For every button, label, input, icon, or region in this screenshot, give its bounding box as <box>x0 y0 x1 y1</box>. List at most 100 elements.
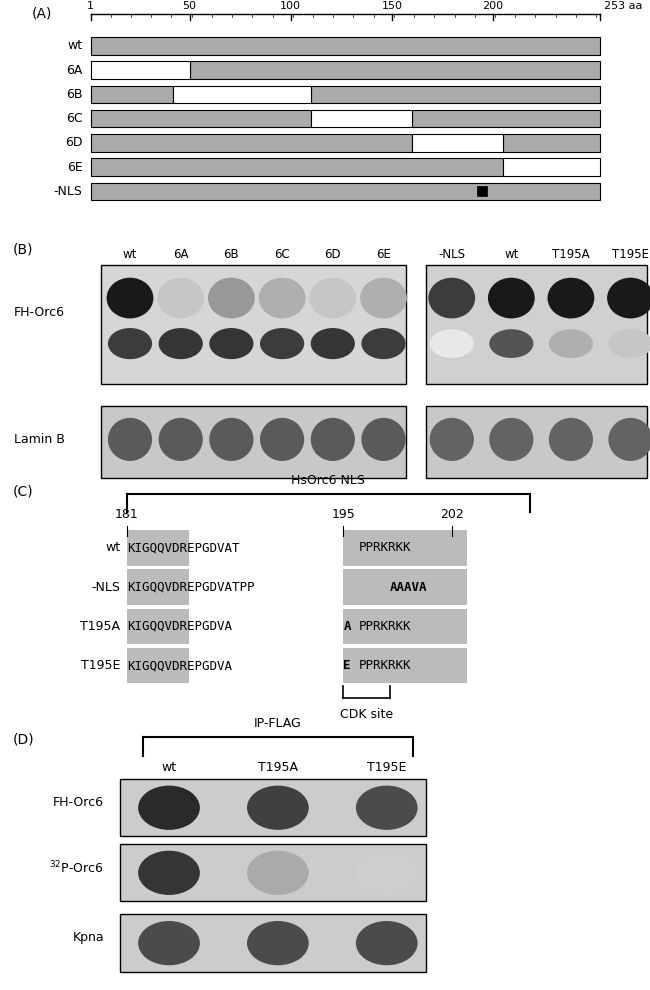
Bar <box>412 134 503 151</box>
Bar <box>190 61 600 79</box>
Text: 253 aa: 253 aa <box>604 1 643 11</box>
Bar <box>503 158 600 176</box>
Text: FH-Orc6: FH-Orc6 <box>14 306 65 319</box>
Text: T195E: T195E <box>81 659 120 672</box>
Text: KIGQQVDREPGDVA: KIGQQVDREPGDVA <box>127 620 232 633</box>
Bar <box>311 85 600 103</box>
Ellipse shape <box>260 328 304 359</box>
Bar <box>90 61 190 79</box>
Bar <box>127 647 188 683</box>
Text: -NLS: -NLS <box>92 580 120 594</box>
Ellipse shape <box>430 330 474 358</box>
Ellipse shape <box>361 418 406 461</box>
Text: PPRKRKK: PPRKRKK <box>359 542 411 554</box>
Ellipse shape <box>209 328 254 359</box>
Text: Kpna: Kpna <box>72 932 104 944</box>
Bar <box>90 158 503 176</box>
Text: (B): (B) <box>13 243 34 257</box>
Text: FH-Orc6: FH-Orc6 <box>53 796 104 809</box>
Text: 6C: 6C <box>274 248 290 260</box>
Ellipse shape <box>356 786 417 830</box>
Ellipse shape <box>608 418 650 461</box>
Bar <box>90 134 412 151</box>
Text: 202: 202 <box>440 509 463 522</box>
Ellipse shape <box>356 850 417 895</box>
Text: 6B: 6B <box>224 248 239 260</box>
Ellipse shape <box>107 278 153 319</box>
Text: HsOrc6 NLS: HsOrc6 NLS <box>291 474 365 487</box>
Bar <box>426 406 647 478</box>
Ellipse shape <box>430 418 474 461</box>
Text: -NLS: -NLS <box>53 185 83 198</box>
Ellipse shape <box>311 328 355 359</box>
Text: 6B: 6B <box>66 88 83 101</box>
Ellipse shape <box>428 278 475 319</box>
Text: $^{32}$P-Orc6: $^{32}$P-Orc6 <box>49 859 104 876</box>
Ellipse shape <box>209 418 254 461</box>
Text: CDK site: CDK site <box>340 708 393 721</box>
Text: KIGQQVDREPGDVA: KIGQQVDREPGDVA <box>127 659 232 672</box>
Text: 6E: 6E <box>67 160 83 173</box>
Ellipse shape <box>157 278 204 319</box>
Ellipse shape <box>159 328 203 359</box>
Text: Lamin B: Lamin B <box>14 433 65 446</box>
Ellipse shape <box>108 328 152 359</box>
Ellipse shape <box>547 278 594 319</box>
Ellipse shape <box>489 330 534 358</box>
Text: KIGQQVDREPGDVAT: KIGQQVDREPGDVAT <box>127 542 239 554</box>
Ellipse shape <box>356 921 417 965</box>
Ellipse shape <box>138 850 200 895</box>
Ellipse shape <box>608 330 650 358</box>
Text: 6D: 6D <box>65 137 83 149</box>
Bar <box>90 182 600 200</box>
Bar <box>477 186 487 196</box>
Text: 195: 195 <box>332 509 355 522</box>
Bar <box>426 264 647 384</box>
Ellipse shape <box>208 278 255 319</box>
Text: T195E: T195E <box>612 248 649 260</box>
Bar <box>90 110 311 128</box>
Text: 150: 150 <box>382 1 402 11</box>
Ellipse shape <box>259 278 305 319</box>
Text: wt: wt <box>68 40 83 52</box>
Ellipse shape <box>311 418 355 461</box>
Ellipse shape <box>607 278 650 319</box>
Bar <box>174 85 311 103</box>
Text: 6E: 6E <box>376 248 391 260</box>
Ellipse shape <box>360 278 407 319</box>
Text: A: A <box>343 620 351 633</box>
Ellipse shape <box>489 418 534 461</box>
Text: T195A: T195A <box>80 620 120 633</box>
Ellipse shape <box>488 278 535 319</box>
Bar <box>101 264 406 384</box>
Bar <box>101 406 406 478</box>
Text: T195E: T195E <box>367 761 406 774</box>
Ellipse shape <box>247 786 309 830</box>
Text: wt: wt <box>504 248 519 260</box>
Text: -NLS: -NLS <box>438 248 465 260</box>
Bar <box>412 110 600 128</box>
Text: T195A: T195A <box>552 248 590 260</box>
Text: wt: wt <box>161 761 177 774</box>
Bar <box>127 569 188 605</box>
Text: E: E <box>343 659 351 672</box>
Ellipse shape <box>159 418 203 461</box>
Text: 6A: 6A <box>173 248 188 260</box>
Bar <box>503 134 600 151</box>
Ellipse shape <box>309 278 356 319</box>
Text: AAAVA: AAAVA <box>390 580 427 594</box>
Bar <box>90 37 600 54</box>
Bar <box>127 609 188 644</box>
Text: (D): (D) <box>13 733 34 746</box>
Text: PPRKRKK: PPRKRKK <box>359 620 411 633</box>
Text: 181: 181 <box>115 509 138 522</box>
Bar <box>311 110 412 128</box>
Bar <box>127 530 188 565</box>
Ellipse shape <box>549 418 593 461</box>
Text: IP-FLAG: IP-FLAG <box>254 717 302 730</box>
Text: 6C: 6C <box>66 112 83 125</box>
Text: (C): (C) <box>13 484 34 499</box>
Text: 200: 200 <box>482 1 504 11</box>
Ellipse shape <box>247 850 309 895</box>
Text: (A): (A) <box>32 7 52 21</box>
